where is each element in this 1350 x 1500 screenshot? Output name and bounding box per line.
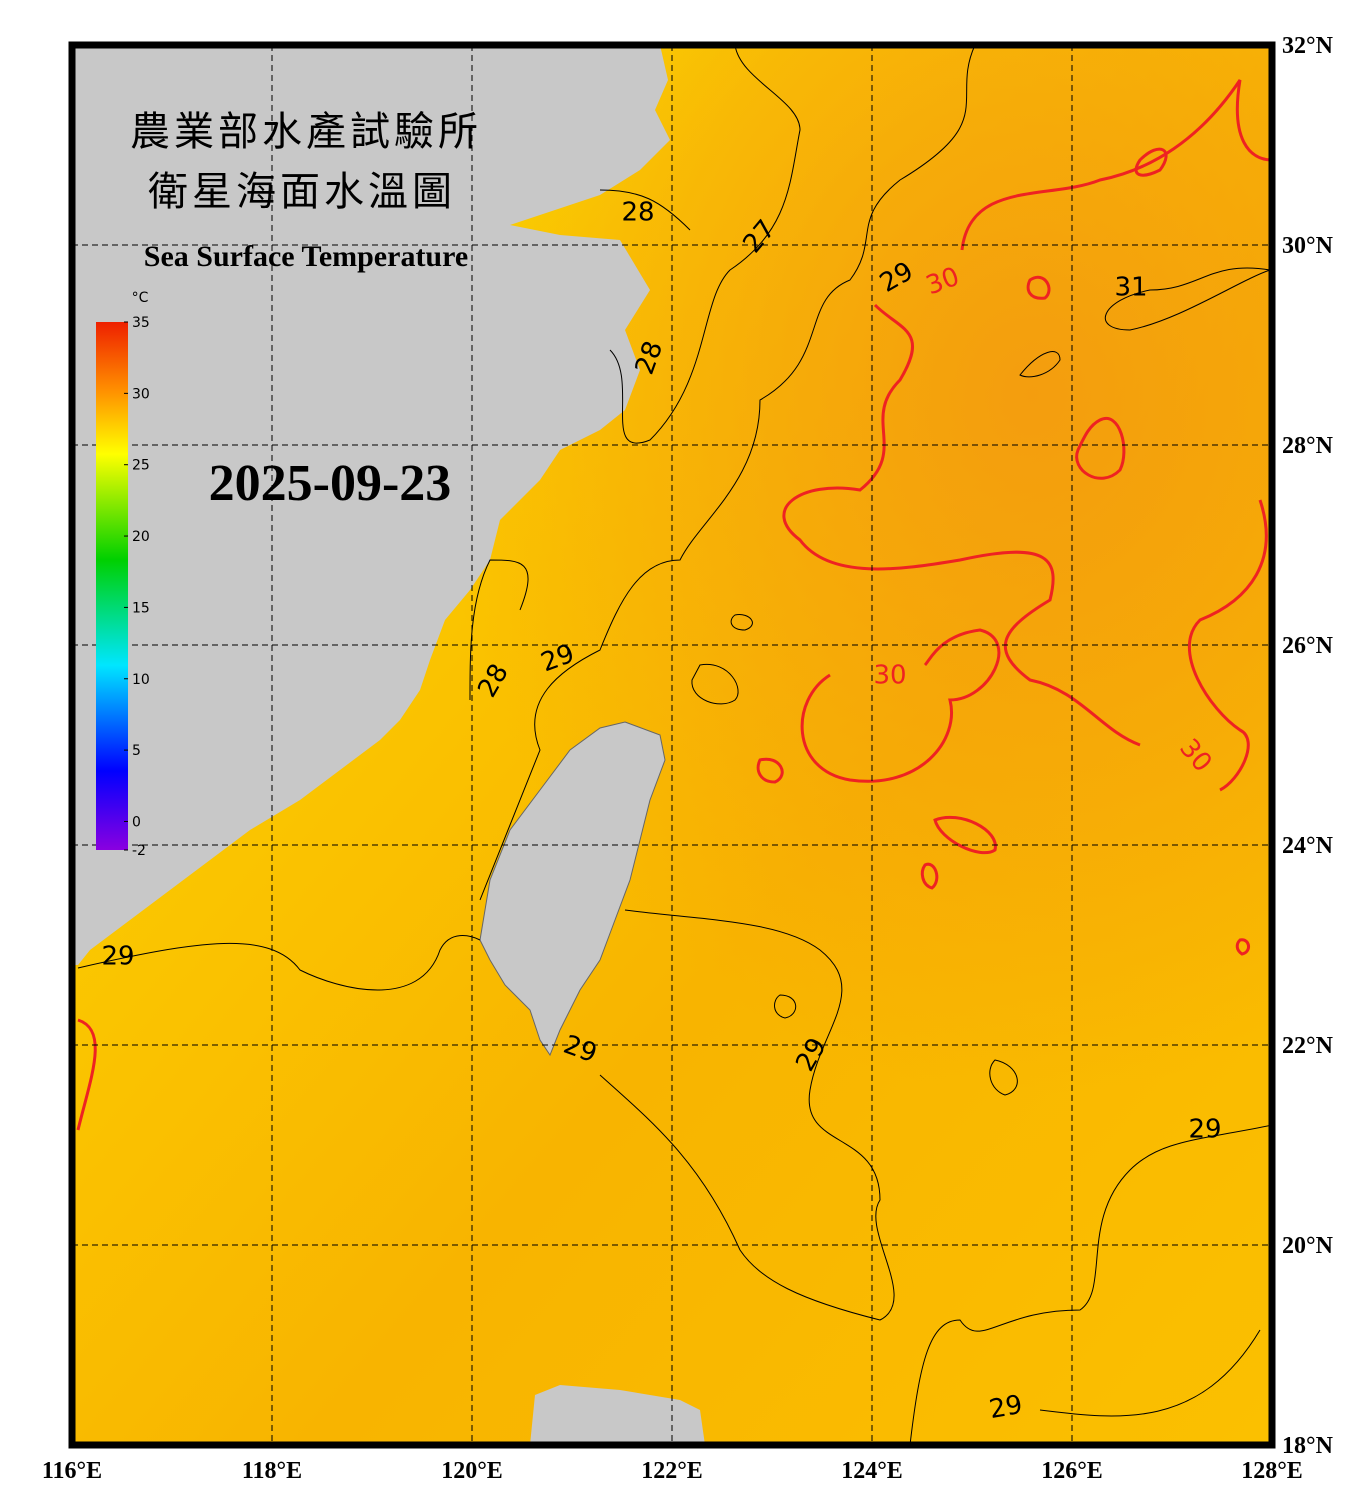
- contours-red: [76, 79, 1272, 1131]
- land-luzon: [530, 1385, 705, 1445]
- colorbar-tick-label: 15: [132, 600, 150, 616]
- lat-tick-label: 20°N: [1282, 1233, 1334, 1259]
- title-zh-2: 衛星海面水溫圖: [148, 169, 456, 214]
- colorbar-tick-label: 0: [132, 814, 141, 830]
- colorbar-tick-label: 35: [132, 315, 150, 331]
- land-taiwan: [479, 721, 666, 1057]
- contour-label: 29: [101, 942, 134, 972]
- contour-label: 29: [1188, 1115, 1221, 1145]
- lat-tick-label: 22°N: [1282, 1033, 1334, 1059]
- title-en: Sea Surface Temperature: [144, 240, 468, 273]
- colorbar-tick-label: 25: [132, 458, 150, 474]
- lat-tick-label: 32°N: [1282, 33, 1334, 59]
- contours-black: [77, 45, 1272, 1445]
- lon-tick-label: 116°E: [42, 1458, 102, 1484]
- contour-label: 30: [873, 661, 906, 691]
- lat-tick-label: 26°N: [1282, 633, 1334, 659]
- title-zh-1: 農業部水產試驗所: [130, 109, 482, 154]
- colorbar-tick-label: 5: [132, 743, 141, 759]
- lat-tick-label: 28°N: [1282, 433, 1334, 459]
- colorbar-tick-label: -2: [132, 843, 146, 859]
- lon-tick-label: 128°E: [1241, 1458, 1303, 1484]
- lon-tick-label: 118°E: [242, 1458, 302, 1484]
- contour-label: 29: [987, 1390, 1025, 1425]
- lat-tick-label: 24°N: [1282, 833, 1334, 859]
- lon-tick-label: 124°E: [841, 1458, 903, 1484]
- contour-label: 31: [1114, 273, 1147, 303]
- lon-tick-label: 122°E: [641, 1458, 703, 1484]
- lon-tick-label: 126°E: [1041, 1458, 1103, 1484]
- lat-tick-label: 18°N: [1282, 1433, 1334, 1459]
- colorbar-tick-label: 20: [132, 529, 150, 545]
- grid: [72, 45, 1272, 1445]
- colorbar-tick-label: 30: [132, 386, 150, 402]
- colorbar: [96, 322, 128, 850]
- contour-label: 28: [621, 198, 654, 228]
- colorbar-unit: °C: [132, 290, 149, 306]
- land-china: [72, 45, 670, 965]
- lat-tick-label: 30°N: [1282, 233, 1334, 259]
- date: 2025-09-23: [209, 455, 452, 512]
- axes: 116°E 118°E 120°E 122°E 124°E 126°E 128°E18°N 2…: [42, 33, 1334, 1484]
- lon-tick-label: 120°E: [441, 1458, 503, 1484]
- map-frame: [68, 41, 1276, 1449]
- colorbar-tick-label: 10: [132, 672, 150, 688]
